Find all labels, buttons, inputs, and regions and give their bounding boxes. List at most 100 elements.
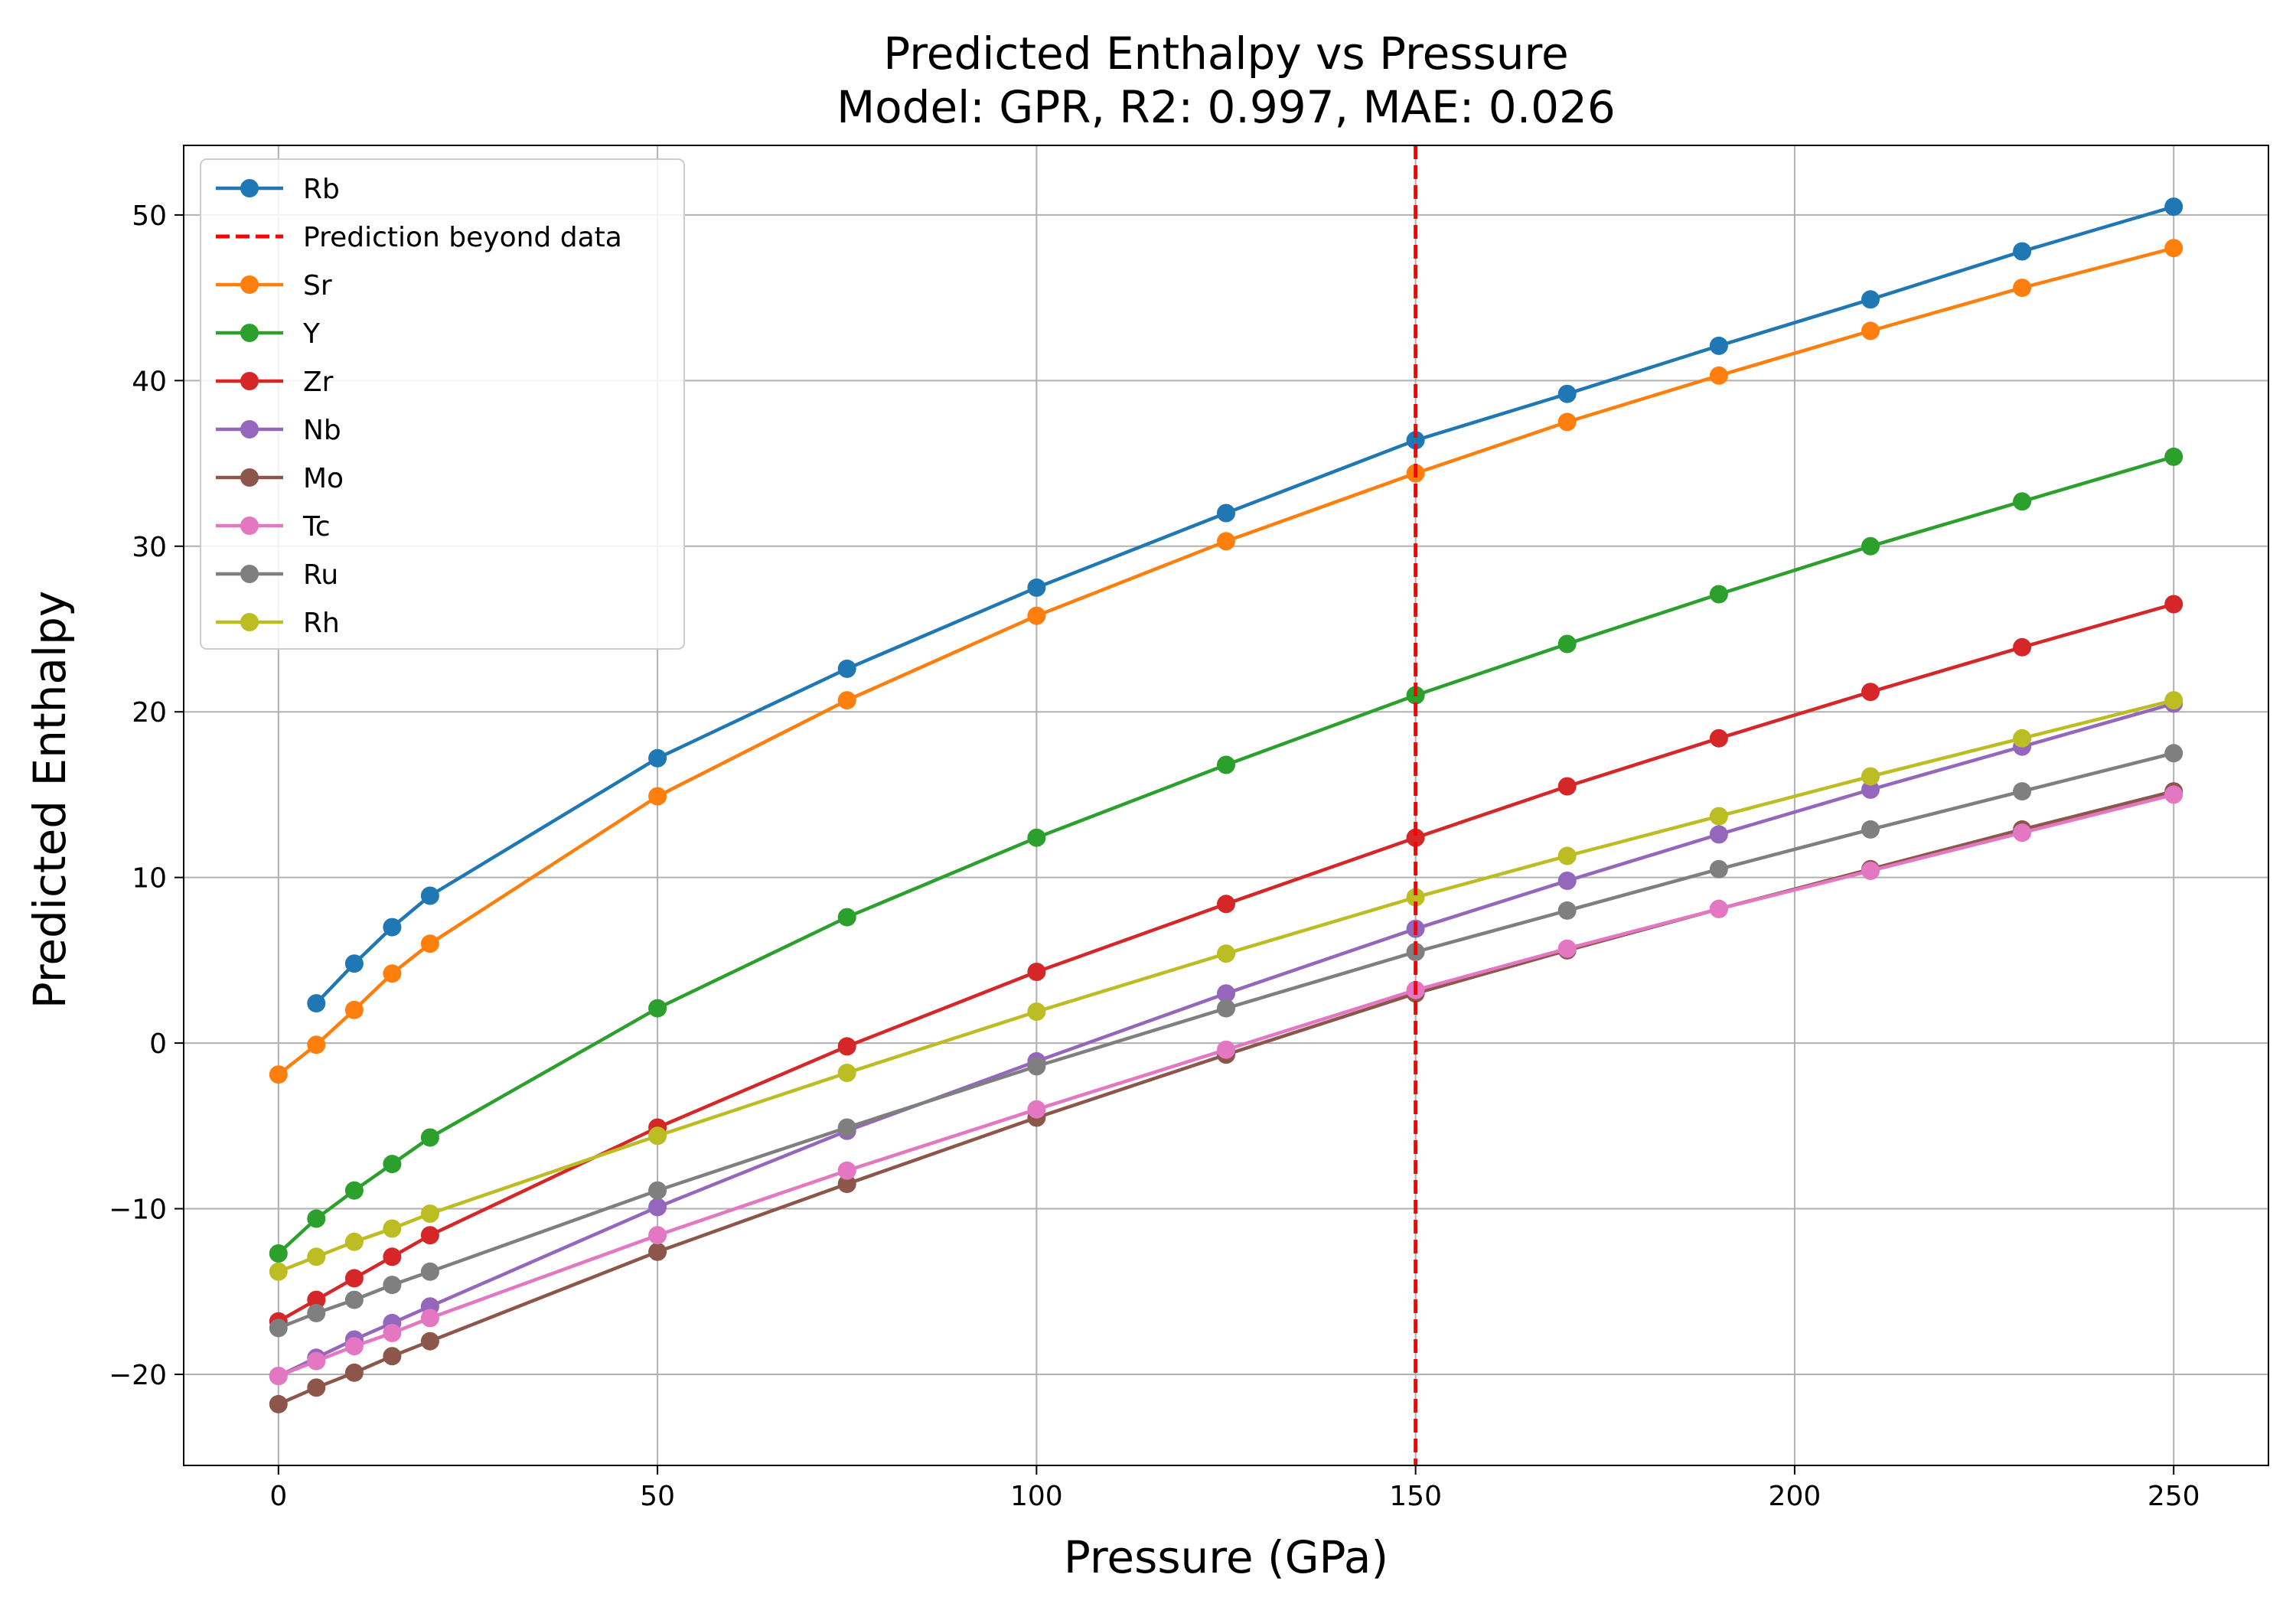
data-point-y	[2013, 492, 2032, 511]
series-layer	[269, 197, 2183, 1413]
x-tick-label: 150	[1389, 1481, 1442, 1512]
chart-subtitle: Model: GPR, R2: 0.997, MAE: 0.026	[837, 81, 1616, 133]
plot-frame	[183, 145, 2269, 1466]
data-point-rb	[307, 994, 326, 1013]
data-point-zr	[420, 1226, 439, 1245]
y-axis-ticks: −20 −10 0 10 20 30 40 50	[109, 200, 184, 1391]
data-point-zr	[2164, 595, 2183, 614]
data-point-rh	[1406, 888, 1425, 907]
data-point-y	[1861, 536, 1880, 556]
legend-label: Tc	[302, 511, 331, 543]
legend-label: Rh	[303, 608, 340, 639]
data-point-mo	[344, 1363, 364, 1382]
data-point-nb	[1557, 872, 1577, 890]
legend-swatch-marker	[240, 468, 259, 487]
data-point-mo	[420, 1332, 439, 1351]
data-point-rb	[1217, 504, 1235, 523]
data-point-mo	[837, 1175, 856, 1194]
data-point-rb	[1406, 431, 1425, 450]
data-point-tc	[1709, 899, 1728, 918]
data-point-ru	[1027, 1057, 1046, 1076]
legend-swatch-marker	[240, 275, 259, 294]
y-axis-label: Predicted Enthalpy	[24, 591, 76, 1009]
data-point-rh	[1861, 767, 1880, 786]
data-point-rb	[344, 954, 364, 973]
data-point-y	[837, 908, 856, 927]
legend-item-nb: Nb	[216, 415, 341, 446]
data-point-rb	[383, 918, 402, 937]
series-rb	[307, 197, 2183, 1013]
data-point-tc	[344, 1337, 364, 1356]
data-point-zr	[837, 1037, 856, 1056]
data-point-tc	[648, 1226, 667, 1245]
data-point-tc	[1557, 939, 1577, 958]
x-tick-label: 250	[2148, 1481, 2200, 1512]
legend-label: Mo	[303, 463, 344, 494]
legend-item-sr: Sr	[216, 270, 332, 302]
legend-item-ru: Ru	[216, 559, 338, 591]
data-point-ru	[1709, 859, 1728, 878]
y-tick-label: 40	[132, 366, 167, 397]
data-point-rb	[837, 659, 856, 678]
legend-label: Y	[302, 318, 321, 350]
legend-swatch-marker	[240, 324, 259, 342]
data-point-rb	[2013, 242, 2032, 261]
legend-label: Sr	[303, 270, 332, 302]
data-point-zr	[344, 1269, 364, 1288]
data-point-nb	[1861, 780, 1880, 799]
data-point-sr	[1217, 532, 1235, 551]
data-point-ru	[2013, 782, 2032, 801]
data-point-rh	[2013, 729, 2032, 748]
data-point-sr	[307, 1035, 326, 1054]
data-point-mo	[648, 1242, 667, 1261]
data-point-rh	[344, 1232, 364, 1251]
data-point-y	[420, 1128, 439, 1147]
data-point-y	[1709, 585, 1728, 604]
data-point-zr	[1027, 963, 1046, 981]
data-point-y	[383, 1155, 402, 1174]
legend-label: Nb	[303, 415, 341, 446]
data-point-nb	[648, 1198, 667, 1217]
data-point-rb	[2164, 197, 2183, 217]
data-point-tc	[307, 1351, 326, 1371]
data-point-sr	[1709, 366, 1728, 385]
data-point-rb	[1709, 336, 1728, 355]
y-tick-label: −10	[109, 1195, 167, 1226]
data-point-zr	[1709, 729, 1728, 748]
data-point-tc	[269, 1367, 288, 1386]
legend-label: Zr	[303, 367, 334, 398]
data-point-y	[344, 1181, 364, 1200]
data-point-zr	[1557, 777, 1577, 796]
data-point-zr	[2013, 637, 2032, 657]
x-tick-label: 100	[1010, 1481, 1063, 1512]
y-tick-label: 20	[132, 697, 167, 729]
data-point-sr	[2013, 279, 2032, 298]
data-point-y	[648, 999, 667, 1018]
data-point-ru	[1217, 999, 1235, 1018]
data-point-rh	[1217, 944, 1235, 963]
data-point-zr	[1406, 828, 1425, 847]
data-point-y	[1217, 755, 1235, 774]
grid	[184, 145, 2268, 1465]
legend-swatch-marker	[240, 179, 259, 197]
legend-swatch-marker	[240, 372, 259, 390]
y-tick-label: 10	[132, 863, 167, 895]
data-point-tc	[2013, 823, 2032, 843]
data-point-rb	[648, 748, 667, 768]
x-tick-label: 200	[1769, 1481, 1821, 1512]
legend-item-y: Y	[216, 318, 321, 350]
legend-item-rh: Rh	[216, 608, 340, 639]
data-point-rh	[307, 1247, 326, 1266]
data-point-rb	[420, 886, 439, 905]
data-point-ru	[420, 1262, 439, 1281]
data-point-rb	[1861, 290, 1880, 309]
data-point-rh	[648, 1126, 667, 1146]
data-point-sr	[420, 934, 439, 953]
data-point-sr	[1027, 606, 1046, 625]
data-point-ru	[2164, 744, 2183, 763]
data-point-tc	[1217, 1040, 1235, 1059]
data-point-sr	[1861, 321, 1880, 341]
data-point-nb	[1217, 984, 1235, 1003]
data-point-zr	[383, 1247, 402, 1266]
